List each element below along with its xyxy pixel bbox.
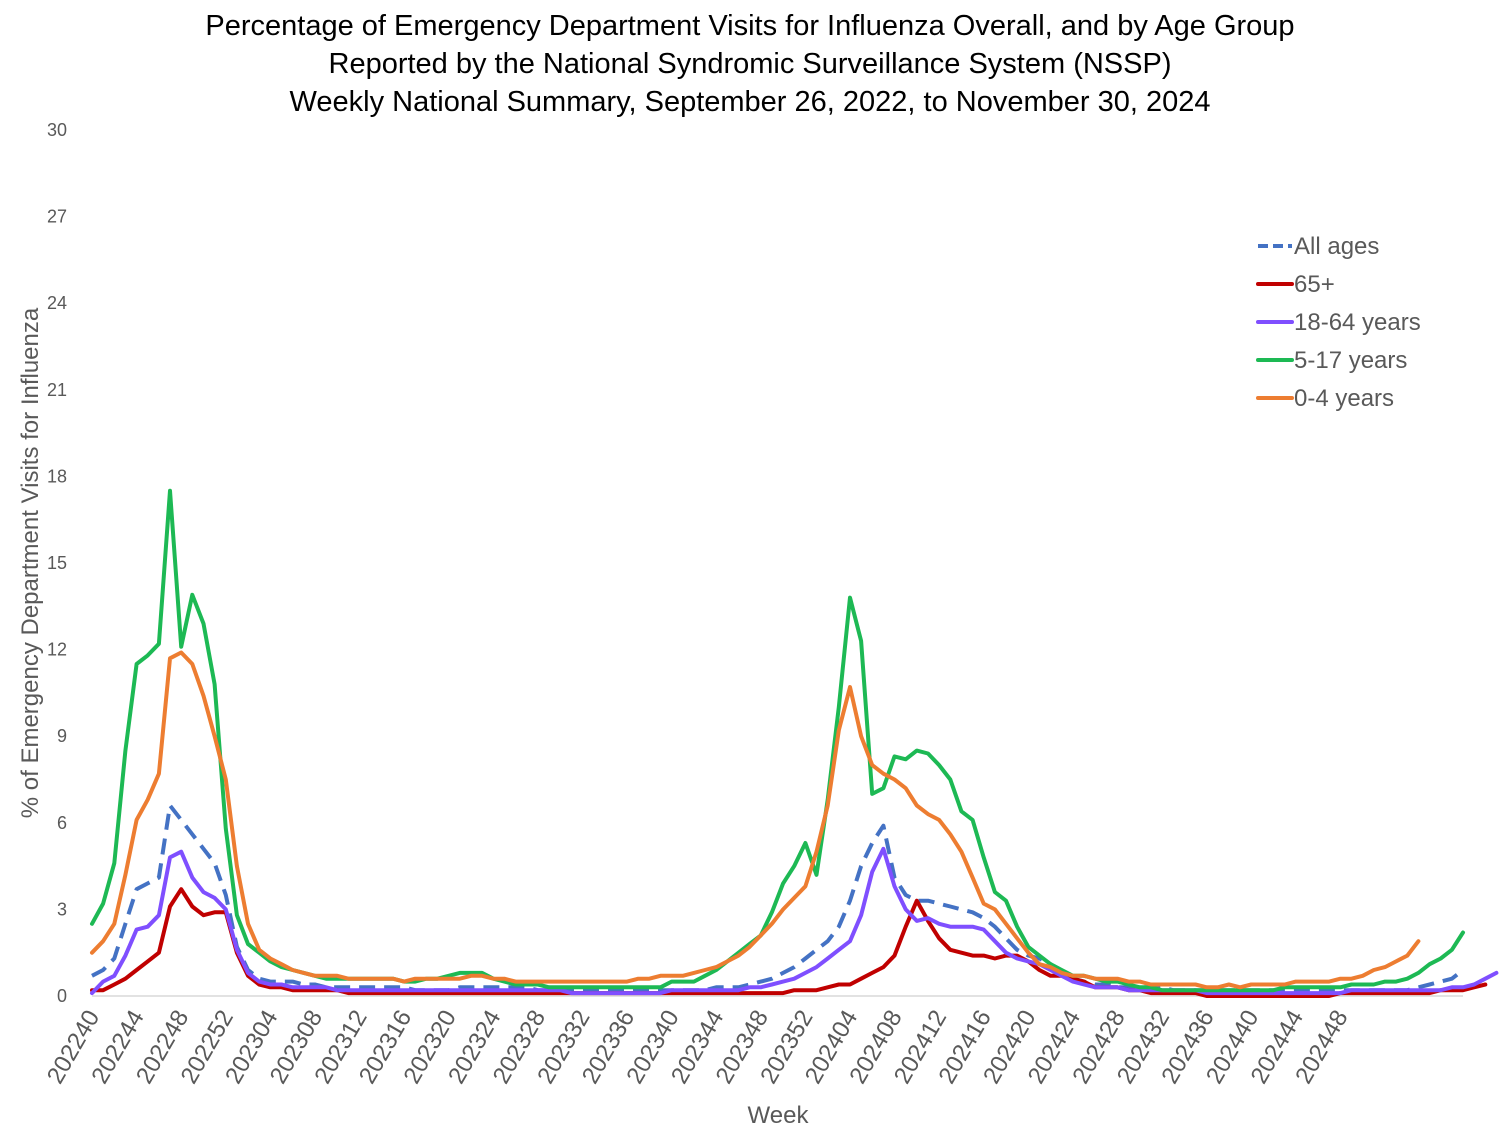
- series-line-2: [90, 846, 1499, 996]
- legend-label: 65+: [1294, 271, 1335, 298]
- legend-label: 5-17 years: [1294, 347, 1407, 374]
- y-axis-title: % of Emergency Department Visits for Inf…: [17, 307, 44, 818]
- y-tick-label: 12: [47, 640, 67, 660]
- title-line-1: Percentage of Emergency Department Visit…: [205, 10, 1294, 42]
- x-axis-ticks: 2022402022442022482022522023042023082023…: [42, 1006, 1354, 1089]
- chart-title: Percentage of Emergency Department Visit…: [205, 10, 1294, 118]
- y-tick-label: 21: [47, 380, 67, 400]
- legend-label: 18-64 years: [1294, 309, 1421, 336]
- legend: All ages 65+ 18-64 years 5-17 years 0-4 year…: [1256, 233, 1421, 412]
- y-tick-label: 18: [47, 466, 67, 486]
- title-line-3: Weekly National Summary, September 26, 2…: [290, 86, 1211, 118]
- legend-label: 0-4 years: [1294, 385, 1394, 412]
- series-line-1: [90, 887, 1488, 998]
- y-tick-label: 3: [57, 899, 67, 919]
- y-tick-label: 6: [57, 813, 67, 833]
- title-line-2: Reported by the National Syndromic Surve…: [329, 48, 1172, 80]
- y-tick-label: 27: [47, 207, 67, 227]
- series-lines: [90, 488, 1499, 998]
- y-tick-label: 30: [47, 120, 67, 140]
- x-axis-title: Week: [748, 1102, 810, 1125]
- y-tick-label: 24: [47, 293, 67, 313]
- y-tick-label: 0: [57, 986, 67, 1006]
- series-line-4: [90, 650, 1421, 990]
- y-axis-ticks: 0 3 6 9 12 15 18 21 24 27 30: [47, 120, 67, 1006]
- legend-label: All ages: [1294, 233, 1379, 260]
- y-tick-label: 9: [57, 726, 67, 746]
- y-tick-label: 15: [47, 553, 67, 573]
